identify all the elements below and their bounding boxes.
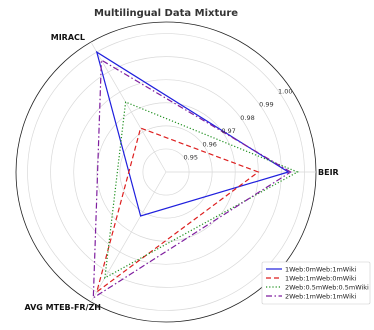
axis-label-avg-mteb-fr-zh: AVG MTEB-FR/ZH (24, 303, 101, 312)
chart-title: Multilingual Data Mixture (94, 8, 238, 19)
legend-label-2: 1Web:1mWeb:0mWiki (285, 274, 357, 282)
radial-tick-label: 1.00 (278, 87, 292, 95)
radial-tick-label: 0.99 (259, 101, 273, 109)
radar-labels: 0.95 0.96 0.97 0.98 0.99 1.00 BEIR MIRACL AVG MT… (24, 33, 338, 312)
legend: 1Web:0mWeb:1mWiki1Web:1mWeb:0mWiki2Web:0… (261, 261, 371, 305)
grid-spoke (90, 171, 167, 303)
legend-label-4: 2Web:1mWeb:1mWiki (285, 292, 357, 300)
legend-box (261, 261, 371, 305)
radial-tick-label: 0.98 (240, 114, 254, 122)
radial-tick-label: 0.97 (221, 127, 235, 135)
series-line-3 (104, 101, 299, 280)
radial-tick-label: 0.96 (202, 140, 216, 148)
legend-label-1: 1Web:0mWeb:1mWiki (285, 265, 357, 273)
grid-spoke (90, 41, 167, 173)
radial-tick-label: 0.95 (184, 154, 198, 162)
series-line-1 (95, 50, 290, 217)
series-line-4 (92, 59, 292, 300)
legend-label-3: 2Web:0.5mWeb:0.5mWiki (285, 283, 369, 291)
series-line-2 (95, 127, 260, 294)
radar-series (92, 50, 299, 300)
axis-label-beir: BEIR (318, 168, 339, 177)
axis-label-miracl: MIRACL (51, 33, 85, 42)
